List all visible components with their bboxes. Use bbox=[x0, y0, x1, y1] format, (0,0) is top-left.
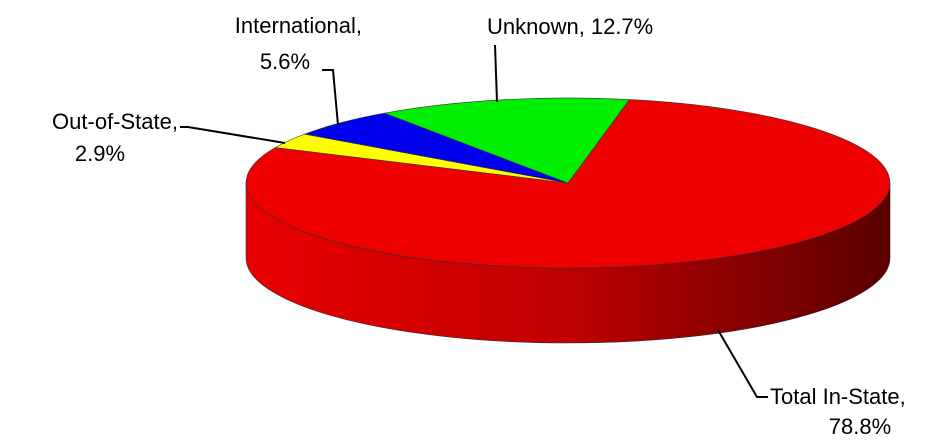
data-label: Unknown, 12.7% bbox=[487, 14, 653, 39]
leader-line bbox=[180, 126, 286, 144]
pie-slice bbox=[245, 99, 891, 269]
leader-line bbox=[494, 44, 498, 103]
pie-side-shade bbox=[246, 183, 890, 343]
value-label: 78.8% bbox=[829, 414, 891, 439]
value-label: 5.6% bbox=[260, 49, 310, 74]
category-label: International, bbox=[235, 13, 362, 38]
category-label: Unknown, bbox=[487, 14, 585, 39]
pie-slice bbox=[383, 97, 631, 184]
value-label: 12.7% bbox=[591, 14, 653, 39]
value-label: 2.9% bbox=[75, 141, 125, 166]
category-label: Total In-State, bbox=[770, 384, 906, 409]
category-label: Out-of-State, bbox=[52, 109, 178, 134]
leader-line bbox=[717, 329, 768, 398]
leader-line bbox=[322, 69, 339, 126]
